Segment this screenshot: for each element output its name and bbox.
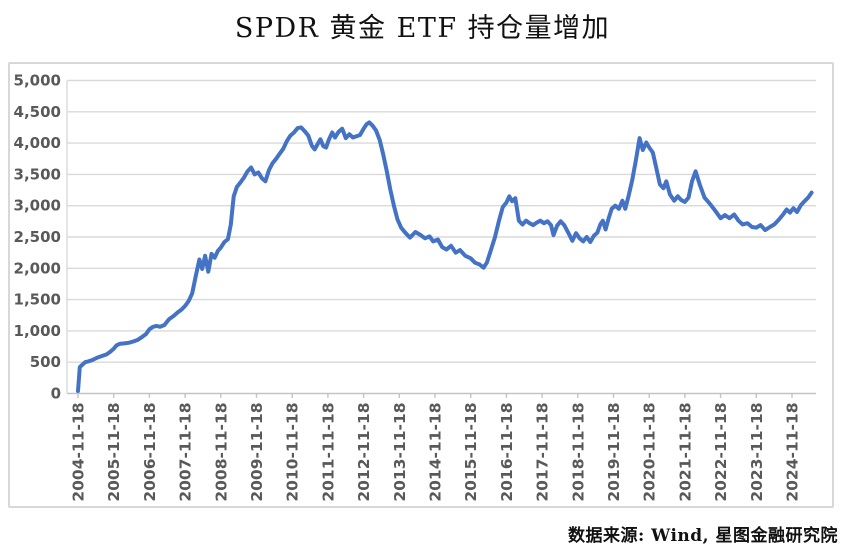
x-axis-label: 2013-11-18 <box>391 403 409 502</box>
x-axis-label: 2004-11-18 <box>70 403 88 502</box>
y-axis-label: 500 <box>30 353 61 371</box>
x-axis-label: 2017-11-18 <box>534 403 552 502</box>
x-axis-label: 2005-11-18 <box>105 403 123 502</box>
x-axis-label: 2009-11-18 <box>248 403 266 502</box>
y-axis-label: 5,000 <box>14 72 61 90</box>
y-axis-label: 1,500 <box>14 291 61 309</box>
y-axis-label: 2,500 <box>14 228 61 246</box>
line-chart: 0 500 1,000 1,500 2,000 2,500 3,000 3,500 4,000 4… <box>14 72 816 502</box>
x-axis-label: 2023-11-18 <box>748 403 766 502</box>
x-axis-label: 2020-11-18 <box>641 403 659 502</box>
x-axis-label: 2008-11-18 <box>212 403 230 502</box>
x-axis-label: 2011-11-18 <box>319 403 337 502</box>
x-axis-label: 2010-11-18 <box>284 403 302 502</box>
y-axis-label: 1,000 <box>14 322 61 340</box>
y-axis-label: 2,000 <box>14 259 61 277</box>
x-axis-label: 2007-11-18 <box>177 403 195 502</box>
x-axis-label: 2014-11-18 <box>427 403 445 502</box>
x-axis-label: 2015-11-18 <box>462 403 480 502</box>
x-axis-label: 2021-11-18 <box>676 403 694 502</box>
chart-title: SPDR 黄金 ETF 持仓量增加 <box>234 13 611 44</box>
x-axis-label: 2016-11-18 <box>498 403 516 502</box>
x-axis-label: 2012-11-18 <box>355 403 373 502</box>
chart-frame: 0 500 1,000 1,500 2,000 2,500 3,000 3,500 4,000 4… <box>8 62 834 508</box>
y-axis-label: 4,500 <box>14 103 61 121</box>
x-axis-label: 2024-11-18 <box>784 403 802 502</box>
y-axis-label: 0 <box>51 385 61 403</box>
x-axis-label: 2018-11-18 <box>569 403 587 502</box>
series-line <box>76 120 814 393</box>
x-axis-label: 2022-11-18 <box>712 403 730 502</box>
y-axis-label: 4,000 <box>14 134 61 152</box>
data-source-note: 数据来源: Wind, 星图金融研究院 <box>567 526 838 546</box>
x-axis-label: 2019-11-18 <box>605 403 623 502</box>
y-axis-label: 3,500 <box>14 165 61 183</box>
y-axis-label: 3,000 <box>14 197 61 215</box>
x-axis-label: 2006-11-18 <box>141 403 159 502</box>
